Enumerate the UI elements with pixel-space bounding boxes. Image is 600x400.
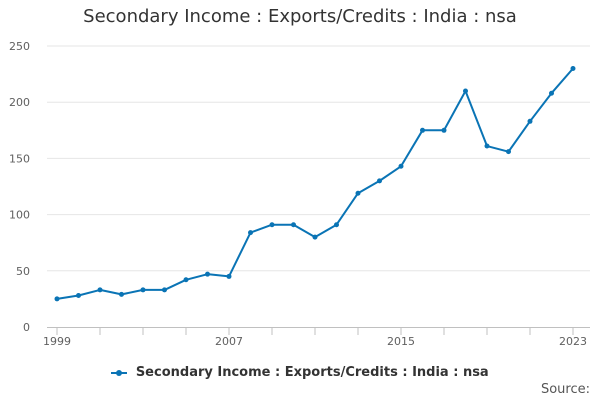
x-tick-label: 2007 (215, 335, 243, 348)
data-point (183, 277, 189, 283)
data-point (420, 127, 425, 133)
data-point (377, 178, 382, 184)
data-point (76, 293, 81, 299)
x-tick-label: 2015 (387, 335, 415, 348)
data-point (54, 296, 60, 302)
data-point (355, 190, 361, 196)
data-point (205, 271, 210, 277)
y-tick-label: 50 (16, 265, 30, 278)
y-tick-label: 250 (9, 40, 30, 53)
data-point (140, 287, 146, 293)
series-line (56, 67, 574, 300)
data-point (334, 222, 339, 228)
data-point (398, 163, 404, 169)
data-point (570, 65, 576, 71)
y-tick-label: 0 (23, 321, 30, 334)
legend-line-marker (111, 368, 128, 378)
y-tick-label: 100 (9, 209, 30, 222)
data-point (312, 234, 318, 240)
data-point (549, 90, 554, 96)
data-point (162, 287, 167, 293)
data-point (119, 291, 124, 297)
y-tick-label: 150 (9, 152, 30, 165)
legend-label: Secondary Income : Exports/Credits : Ind… (135, 365, 489, 380)
data-point (463, 88, 468, 94)
data-point (269, 222, 275, 228)
y-tick-label: 200 (9, 96, 30, 109)
data-point (97, 287, 103, 293)
data-point (291, 222, 296, 228)
x-tick-label: 1999 (43, 335, 71, 348)
data-point (226, 273, 232, 279)
data-point (506, 149, 511, 155)
data-point (484, 143, 490, 149)
source-label: Source: (540, 382, 590, 397)
chart-title: Secondary Income : Exports/Credits : Ind… (83, 6, 517, 27)
x-tick-label: 2023 (559, 335, 587, 348)
data-point (441, 127, 447, 133)
legend[interactable]: Secondary Income : Exports/Credits : Ind… (0, 365, 600, 380)
data-point (248, 230, 253, 236)
data-point (527, 118, 533, 124)
